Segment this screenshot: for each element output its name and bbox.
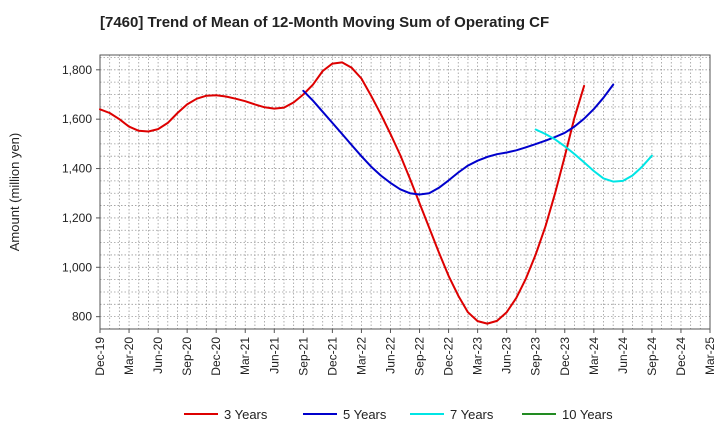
x-tick-label: Dec-23 — [558, 337, 572, 376]
x-tick-label: Sep-24 — [645, 337, 659, 376]
x-tick-label: Mar-22 — [354, 337, 368, 375]
y-tick-label: 1,800 — [62, 63, 92, 77]
legend-label-5-years: 5 Years — [343, 407, 387, 422]
series-layer — [99, 61, 653, 325]
legend: 3 Years 5 Years 7 Years 10 Years — [184, 407, 613, 422]
y-tick-label: 1,200 — [62, 211, 92, 225]
legend-label-7-years: 7 Years — [450, 407, 494, 422]
y-tick-label: 1,000 — [62, 260, 92, 274]
x-tick-label: Jun-22 — [383, 337, 397, 374]
y-tick-label: 800 — [72, 310, 92, 324]
x-tick-label: Dec-22 — [442, 337, 456, 376]
x-tick-label: Dec-19 — [93, 337, 107, 376]
x-tick-label: Mar-24 — [587, 337, 601, 375]
x-tick-label: Jun-24 — [616, 337, 630, 374]
y-tick-label: 1,400 — [62, 162, 92, 176]
series-line-3-years — [99, 61, 586, 325]
x-tick-label: Jun-20 — [151, 337, 165, 374]
x-tick-label: Dec-21 — [325, 337, 339, 376]
x-tick-label: Mar-23 — [471, 337, 485, 375]
x-axis-ticks: Dec-19 Mar-20 Jun-20 Sep-20 Dec-20 Mar-21 Jun-… — [93, 329, 717, 376]
x-tick-label: Mar-25 — [703, 337, 717, 375]
legend-label-10-years: 10 Years — [562, 407, 613, 422]
x-tick-label: Sep-22 — [413, 337, 427, 376]
x-tick-label: Sep-23 — [529, 337, 543, 376]
y-tick-label: 1,600 — [62, 112, 92, 126]
legend-label-3-years: 3 Years — [224, 407, 268, 422]
x-tick-label: Dec-20 — [209, 337, 223, 376]
y-axis-title: Amount (million yen) — [7, 133, 22, 252]
chart-title: [7460] Trend of Mean of 12-Month Moving … — [100, 14, 549, 31]
x-tick-label: Dec-24 — [674, 337, 688, 376]
plot-area-frame — [99, 54, 711, 330]
x-tick-label: Jun-21 — [267, 337, 281, 374]
x-tick-label: Mar-21 — [238, 337, 252, 375]
y-axis-ticks: 800 1,000 1,200 1,400 1,600 1,800 — [62, 63, 100, 324]
grid-layer — [100, 55, 710, 330]
x-tick-label: Mar-20 — [122, 337, 136, 375]
x-tick-label: Sep-20 — [180, 337, 194, 376]
x-tick-label: Sep-21 — [296, 337, 310, 376]
series-line-7-years — [534, 128, 653, 183]
series-line-5-years — [302, 83, 615, 196]
x-tick-label: Jun-23 — [500, 337, 514, 374]
